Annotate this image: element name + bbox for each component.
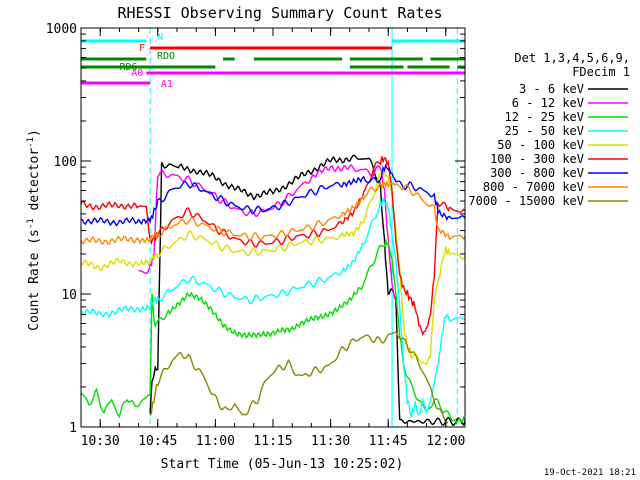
state-label-a1: A1 (161, 79, 173, 90)
legend-header-line1: Det 1,3,4,5,6,9, (514, 51, 630, 65)
series-line-300-800- (80, 163, 466, 227)
state-label-n: N (157, 32, 163, 43)
series-group (80, 154, 466, 427)
x-tick-label: 11:30 (311, 434, 350, 449)
legend-label: 6 - 12 keV (512, 96, 584, 110)
x-axis-label: Start Time (05-Jun-13 10:25:02) (161, 457, 404, 472)
x-tick-label: 10:30 (81, 434, 120, 449)
x-ticks: 10:30 10:45 11:00 11:15 11:30 11:45 12:00 (80, 28, 466, 449)
state-label-f: F (139, 43, 145, 54)
y-label-sup2: -1 (26, 137, 36, 148)
series-line-50-100- (80, 169, 466, 366)
y-label-tail: detector (27, 148, 42, 219)
series-line-25-50- (80, 196, 466, 418)
y-label-main: Count Rate (s (27, 229, 42, 331)
series-line-100-300- (80, 156, 466, 337)
series-line-7000-15000- (149, 331, 449, 424)
x-tick-label: 12:00 (426, 434, 465, 449)
legend-label: 50 - 100 keV (497, 138, 584, 152)
y-axis-label: Count Rate (s-1 detector-1) (26, 129, 42, 331)
y-label-end: ) (27, 129, 42, 137)
y-tick-label: 10 (61, 288, 77, 303)
legend-label: 300 - 800 keV (490, 166, 584, 180)
x-tick-label: 11:00 (196, 434, 235, 449)
legend-label: 7000 - 15000 keV (468, 194, 584, 208)
state-label-rdo: RDO (157, 51, 175, 62)
chart-title: RHESSI Observing Summary Count Rates (117, 4, 442, 22)
legend-label: 100 - 300 keV (490, 152, 584, 166)
state-label-a0: A0 (131, 68, 143, 79)
x-tick-label: 11:15 (253, 434, 292, 449)
legend-label: 3 - 6 keV (519, 82, 584, 96)
state-label-rd6: RD6 (119, 62, 137, 73)
series-line-3-6- (149, 154, 466, 427)
series-line-12-25- (80, 237, 466, 425)
y-tick-label: 1 (69, 421, 77, 436)
x-tick-label: 10:45 (138, 434, 177, 449)
y-label-sup: -1 (26, 218, 36, 229)
x-tick-label: 11:45 (369, 434, 408, 449)
legend-label: 25 - 50 keV (505, 124, 584, 138)
legend-header-line2: FDecim 1 (572, 65, 630, 79)
timestamp: 19-Oct-2021 18:21 (544, 468, 636, 478)
series-line-800-7000- (80, 179, 466, 246)
legend-label: 12 - 25 keV (505, 110, 584, 124)
y-tick-label: 100 (54, 155, 77, 170)
y-ticks: 1 10 100 1000 (46, 22, 465, 436)
series-line-6-12- (138, 164, 396, 299)
y-tick-label: 1000 (46, 22, 77, 37)
legend-label: 800 - 7000 keV (483, 180, 584, 194)
